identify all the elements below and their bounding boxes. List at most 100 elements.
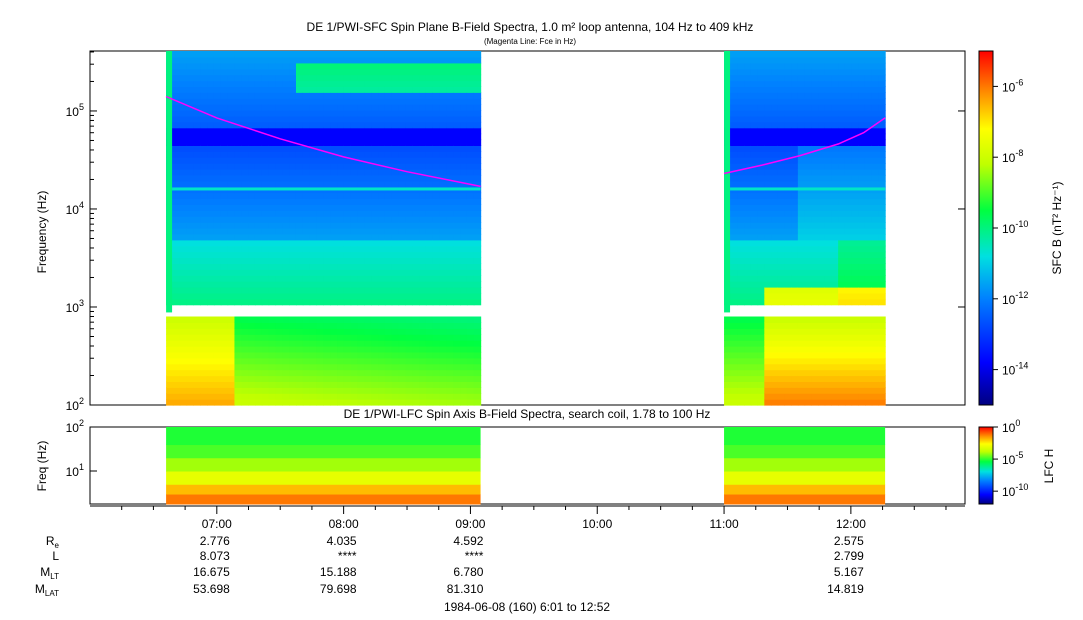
sfc-spectrogram-cell (323, 68, 331, 76)
sfc-spectrogram-cell (439, 257, 447, 264)
sfc-spectrogram-cell (323, 316, 331, 323)
sfc-spectrogram-cell (378, 115, 386, 123)
sfc-spectrogram-cell (864, 369, 873, 377)
sfc-spectrogram-cell (254, 139, 263, 146)
sfc-spectrogram-cell (378, 145, 386, 152)
sfc-spectrogram-cell (268, 139, 277, 146)
sfc-spectrogram-cell (268, 245, 277, 253)
sfc-spectrogram-cell (811, 257, 819, 264)
sfc-spectrogram-cell (750, 139, 759, 146)
sfc-spectrogram-cell (391, 399, 400, 406)
sfc-spectrogram-cell (446, 151, 454, 158)
sfc-spectrogram-cell (784, 287, 792, 294)
sfc-spectrogram-cell (804, 115, 812, 123)
sfc-spectrogram-cell (384, 80, 393, 87)
sfc-spectrogram-cell (804, 316, 812, 323)
sfc-spectrogram-cell (378, 245, 386, 253)
sfc-spectrogram-cell (248, 204, 256, 211)
sfc-spectrogram-cell (337, 80, 345, 87)
sfc-spectrogram-cell (871, 80, 879, 87)
sfc-spectrogram-cell (871, 51, 879, 58)
sfc-spectrogram-cell (248, 340, 256, 347)
sfc-spectrogram-cell (777, 381, 786, 388)
sfc-spectrogram-cell (391, 328, 400, 335)
sfc-spectrogram-cell (227, 298, 236, 306)
sfc-spectrogram-cell (193, 133, 201, 141)
sfc-spectrogram-cell (179, 287, 188, 294)
sfc-spectrogram-cell (473, 328, 482, 335)
sfc-spectrogram-cell (166, 399, 174, 406)
sfc-spectrogram-cell (343, 375, 352, 382)
sfc-spectrogram-cell (838, 233, 846, 241)
sfc-spectrogram-cell (831, 281, 839, 288)
sfc-spectrogram-cell (220, 68, 229, 76)
sfc-spectrogram-cell (241, 204, 249, 211)
sfc-spectrogram-cell (730, 334, 739, 341)
sfc-spectrogram-cell (818, 222, 826, 229)
sfc-spectrogram-cell (446, 292, 454, 300)
sfc-spectrogram-cell (791, 233, 799, 241)
sfc-spectrogram-cell (193, 393, 201, 400)
sfc-spectrogram-cell (323, 121, 331, 129)
sfc-spectrogram-cell (791, 375, 799, 382)
ephemeris-value: 14.819 (827, 582, 864, 596)
sfc-spectrogram-cell (371, 328, 379, 335)
sfc-spectrogram-cell (432, 399, 441, 406)
sfc-spectrogram-cell (784, 216, 792, 223)
sfc-spectrogram-cell (268, 104, 277, 111)
sfc-spectrogram-cell (302, 62, 311, 70)
sfc-spectrogram-cell (234, 357, 242, 365)
sfc-spectrogram-cell (220, 387, 229, 394)
sfc-spectrogram-cell (737, 204, 745, 211)
sfc-spectrogram-cell (289, 68, 297, 76)
sfc-spectrogram-cell (371, 381, 379, 388)
sfc-spectrogram-cell (384, 357, 393, 365)
sfc-spectrogram-cell (750, 222, 759, 229)
sfc-spectrogram-cell (302, 198, 311, 205)
sfc-spectrogram-cell (330, 198, 338, 205)
sfc-spectrogram-cell (844, 328, 853, 335)
sfc-spectrogram-cell (878, 257, 886, 264)
sfc-spectrogram-cell (844, 363, 853, 371)
sfc-spectrogram-cell (777, 351, 786, 359)
sfc-spectrogram-cell (234, 369, 242, 377)
sfc-spectrogram-cell (764, 228, 772, 235)
sfc-spectrogram-cell (466, 257, 475, 264)
sfc-spectrogram-cell (330, 381, 338, 388)
sfc-spectrogram-cell (227, 139, 236, 146)
sfc-spectrogram-cell (350, 204, 359, 211)
sfc-spectrogram-cell (268, 169, 277, 176)
sfc-spectrogram-cell (838, 110, 846, 117)
sfc-spectrogram-cell (737, 133, 745, 141)
sfc-spectrogram-cell (777, 169, 786, 176)
sfc-spectrogram-cell (824, 127, 833, 135)
sfc-spectrogram-cell (350, 151, 359, 158)
sfc-spectrogram-cell (405, 340, 413, 347)
sfc-spectrogram-cell (234, 68, 242, 76)
sfc-spectrogram-cell (398, 351, 406, 359)
sfc-spectrogram-cell (460, 133, 468, 141)
sfc-spectrogram-cell (207, 216, 215, 223)
sfc-spectrogram-cell (764, 62, 772, 70)
sfc-spectrogram-cell (811, 56, 819, 64)
sfc-spectrogram-cell (398, 169, 406, 176)
sfc-spectrogram-cell (343, 275, 352, 282)
sfc-spectrogram-cell (207, 281, 215, 288)
sfc-spectrogram-cell (737, 127, 745, 135)
sfc-spectrogram-cell (172, 56, 181, 64)
sfc-spectrogram-cell (871, 110, 879, 117)
sfc-spectrogram-cell (425, 180, 434, 188)
sfc-spectrogram-cell (811, 287, 819, 294)
sfc-spectrogram-cell (378, 216, 386, 223)
sfc-spectrogram-cell (378, 233, 386, 241)
sfc-spectrogram-cell (261, 86, 270, 93)
sfc-spectrogram-cell (295, 257, 304, 264)
sfc-spectrogram-cell (323, 275, 331, 282)
lfc-y-tick-label: 101 (66, 462, 84, 479)
sfc-spectrogram-cell (744, 275, 752, 282)
sfc-spectrogram-cell (425, 357, 434, 365)
sfc-spectrogram-cell (302, 245, 311, 253)
sfc-spectrogram-cell (172, 298, 181, 306)
sfc-spectrogram-cell (750, 210, 759, 217)
sfc-spectrogram-cell (248, 298, 256, 306)
